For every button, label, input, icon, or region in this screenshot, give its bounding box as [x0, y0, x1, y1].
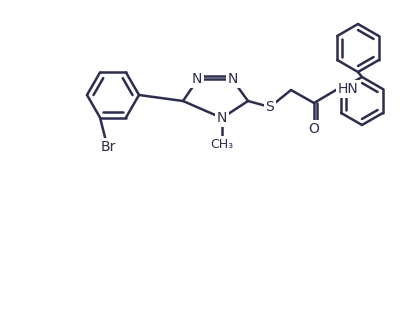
- Text: N: N: [228, 72, 238, 86]
- Text: HN: HN: [338, 82, 359, 96]
- Text: N: N: [192, 72, 202, 86]
- Text: O: O: [309, 122, 319, 136]
- Text: CH₃: CH₃: [211, 137, 234, 151]
- Text: S: S: [266, 100, 274, 114]
- Text: N: N: [217, 111, 227, 125]
- Text: Br: Br: [100, 140, 116, 154]
